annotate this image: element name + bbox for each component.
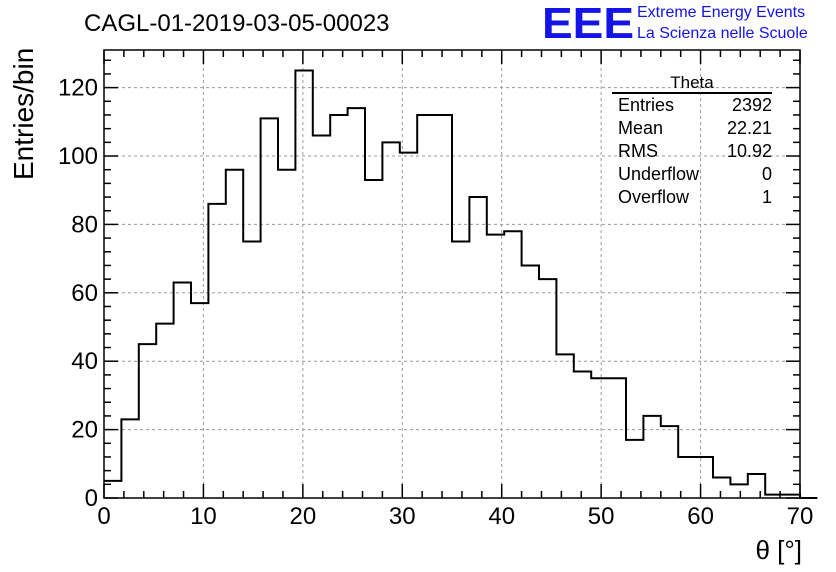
stats-label: Underflow (618, 164, 700, 184)
x-tick-label: 60 (687, 503, 714, 530)
axis-ticks (103, 50, 801, 499)
eee-logo: EEE (542, 0, 635, 48)
stats-box: Theta Entries 2392 Mean 22.21 RMS 10.92 … (612, 74, 772, 209)
stats-row-underflow: Underflow 0 (612, 163, 772, 186)
stats-row-entries: Entries 2392 (612, 94, 772, 117)
histogram-line (104, 69, 818, 499)
x-tick-label: 30 (389, 503, 416, 530)
stats-value: 10.92 (726, 141, 772, 161)
chart-title: CAGL-01-2019-03-05-00023 (84, 10, 390, 37)
stats-label: Mean (618, 118, 664, 138)
logo-line-2: La Scienza nelle Scuole (637, 25, 808, 42)
y-tick-label: 60 (71, 280, 98, 307)
x-tick-label: 50 (588, 503, 615, 530)
stats-value: 1 (761, 187, 772, 207)
stats-value: 2392 (731, 95, 772, 115)
x-tick-label: 40 (488, 503, 515, 530)
stats-title: Theta (612, 74, 772, 94)
x-tick-label: 70 (787, 503, 814, 530)
x-tick-label: 0 (97, 503, 110, 530)
y-tick-labels: 0 20 40 60 80 100 120 (58, 75, 98, 512)
stats-value: 22.21 (726, 118, 772, 138)
stats-label: RMS (618, 141, 658, 161)
y-tick-label: 20 (71, 417, 98, 444)
y-tick-label: 120 (58, 75, 98, 102)
y-tick-label: 0 (85, 485, 98, 512)
stats-value: 0 (761, 164, 772, 184)
x-tick-label: 20 (290, 503, 317, 530)
plot-frame (103, 49, 801, 499)
stats-label: Overflow (618, 187, 690, 207)
stats-row-rms: RMS 10.92 (612, 140, 772, 163)
x-tick-labels: 0 10 20 30 40 50 60 70 (97, 503, 813, 530)
stats-row-overflow: Overflow 1 (612, 186, 772, 209)
x-tick-label: 10 (190, 503, 217, 530)
stats-label: Entries (618, 95, 675, 115)
y-tick-label: 100 (58, 143, 98, 170)
x-axis-label: θ [°] (755, 535, 802, 565)
y-axis-label: Entries/bin (8, 47, 39, 180)
y-tick-label: 40 (71, 348, 98, 375)
y-tick-label: 80 (71, 211, 98, 238)
stats-row-mean: Mean 22.21 (612, 117, 772, 140)
logo-line-1: Extreme Energy Events (637, 4, 806, 21)
